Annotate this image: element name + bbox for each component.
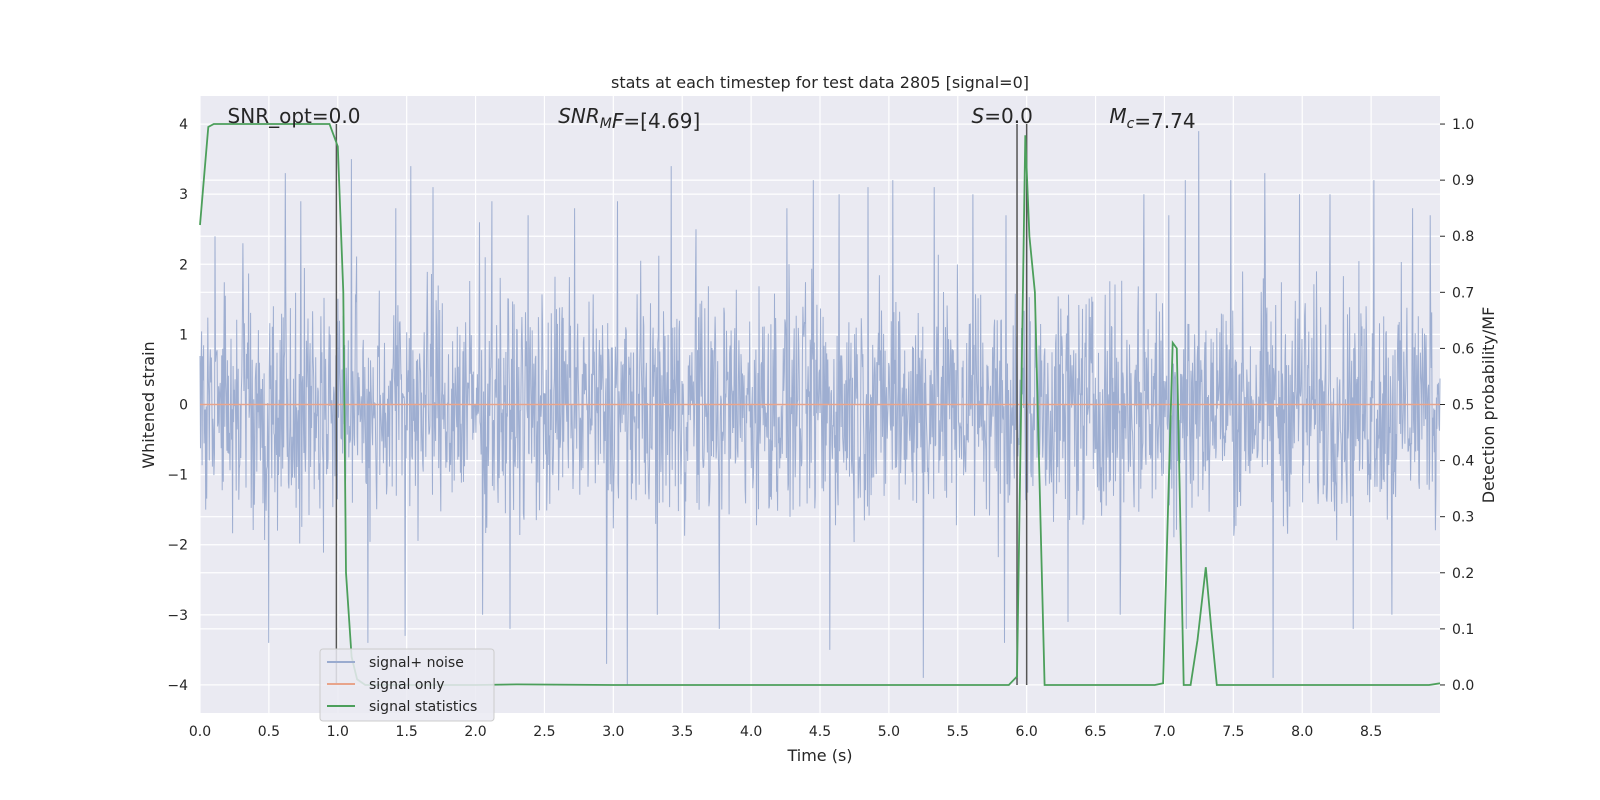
y-right-tick-label-9: 0.1 [1452, 622, 1474, 638]
x-tick-label-13: 6.5 [1084, 724, 1106, 740]
y-right-tick-label-1: 0.9 [1452, 173, 1474, 189]
y-left-tick-label-1: 3 [179, 187, 188, 203]
y-right-tick-label-4: 0.6 [1452, 341, 1474, 357]
y-left-tick-label-0: 4 [179, 117, 188, 133]
x-tick-label-12: 6.0 [1016, 724, 1038, 740]
legend-box [319, 648, 495, 722]
x-tick-label-11: 5.5 [947, 724, 969, 740]
x-tick-label-6: 3.0 [602, 724, 624, 740]
x-tick-label-2: 1.0 [327, 724, 349, 740]
y-left-tick-label-5: −1 [167, 468, 188, 484]
x-tick-label-1: 0.5 [258, 724, 280, 740]
x-axis-label: Time (s) [786, 746, 852, 765]
y-right-tick-label-7: 0.3 [1452, 510, 1474, 526]
legend-label-signal-statistics: signal statistics [369, 699, 477, 715]
y-right-tick-label-10: 0.0 [1452, 678, 1474, 694]
y-left-tick-label-8: −4 [167, 678, 188, 694]
y-right-tick-label-5: 0.5 [1452, 398, 1474, 414]
x-tick-label-5: 2.5 [533, 724, 555, 740]
axis-ticks: 0.0 0.5 1.0 1.5 2.0 2.5 3.0 3.5 4.0 4.5 5.0 5.5 6.0 6… [167, 117, 1474, 740]
x-tick-label-8: 4.0 [740, 724, 762, 740]
chart-title: stats at each timestep for test data 280… [611, 73, 1029, 92]
annotation-s-value: S=0.0 [972, 104, 1033, 128]
x-tick-label-4: 2.0 [464, 724, 486, 740]
y-right-tick-label-0: 1.0 [1452, 117, 1474, 133]
y-left-tick-label-3: 1 [179, 327, 188, 343]
y-left-tick-label-7: −3 [167, 608, 188, 624]
vertical-markers [335, 124, 1028, 685]
annotation-snr-opt: SNR_opt=0.0 [228, 104, 361, 128]
y-right-tick-label-3: 0.7 [1452, 285, 1474, 301]
x-tick-label-17: 8.5 [1360, 724, 1382, 740]
x-tick-label-14: 7.0 [1153, 724, 1175, 740]
y-left-tick-label-2: 2 [179, 257, 188, 273]
y-right-tick-label-6: 0.4 [1452, 454, 1474, 470]
y-axis-label-right: Detection probability/MF [1479, 307, 1498, 504]
series-signal-statistics [199, 123, 1441, 686]
x-tick-label-15: 7.5 [1222, 724, 1244, 740]
y-left-tick-label-4: 0 [179, 398, 188, 414]
x-tick-label-3: 1.5 [396, 724, 418, 740]
x-tick-label-7: 3.5 [671, 724, 693, 740]
annotation-chirp-mass: Mc=7.74 [1109, 104, 1195, 133]
annotation-snr-mf: SNRMF=[4.69] [558, 104, 700, 133]
x-tick-label-16: 8.0 [1291, 724, 1313, 740]
y-axis-label-left: Whitened strain [139, 341, 158, 468]
y-right-tick-label-8: 0.2 [1452, 566, 1474, 582]
signal-noise-line [199, 131, 1441, 686]
legend: signal+ noise signal only signal statist… [319, 648, 495, 722]
series-signal-noise [199, 131, 1441, 686]
x-tick-label-9: 4.5 [809, 724, 831, 740]
x-tick-label-0: 0.0 [189, 724, 211, 740]
x-tick-label-10: 5.0 [878, 724, 900, 740]
annotations: SNR_opt=0.0 SNRMF=[4.69] S=0.0 Mc=7.74 [228, 104, 1196, 133]
y-left-tick-label-6: −2 [167, 538, 188, 554]
y-right-tick-label-2: 0.8 [1452, 229, 1474, 245]
legend-label-signal-only: signal only [369, 677, 444, 693]
legend-label-signal-noise: signal+ noise [369, 655, 464, 671]
signal-statistics-line [199, 123, 1441, 686]
